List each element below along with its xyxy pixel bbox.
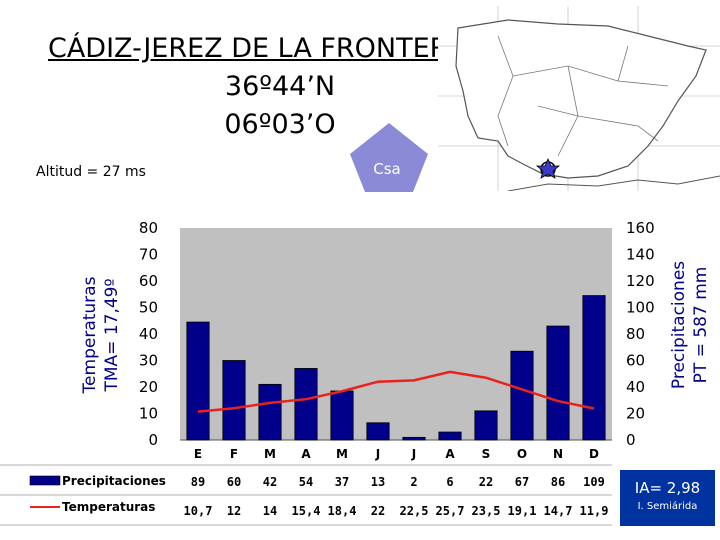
left-tick-label: 40 (139, 325, 158, 343)
precipitation-bar (438, 431, 462, 441)
africa-coast (507, 175, 720, 191)
month-label: F (230, 447, 238, 461)
temperature-value: 18,4 (328, 504, 357, 518)
temperature-value: 10,7 (184, 504, 213, 518)
temperature-series (197, 370, 595, 413)
precipitation-bar (186, 321, 210, 441)
left-tick-label: 80 (139, 219, 158, 237)
month-label: M (336, 447, 348, 461)
month-label: D (589, 447, 599, 461)
legend-label-precipitaciones: Precipitaciones (62, 474, 166, 488)
precipitation-value: 37 (335, 475, 349, 489)
precipitation-value: 89 (191, 475, 205, 489)
data-table: Precipitaciones Temperaturas 89 60 42 54 37 1… (0, 464, 612, 526)
precipitation-bar (546, 325, 570, 441)
month-label: O (517, 447, 527, 461)
aridity-class: I. Semiárida (637, 501, 698, 512)
precipitation-value: 13 (371, 475, 385, 489)
left-tick-label: 0 (148, 431, 158, 449)
right-tick-label: 60 (626, 352, 645, 370)
temperature-value: 22,5 (400, 504, 429, 518)
left-tick-label: 10 (139, 405, 158, 423)
iberian-peninsula-outline (455, 19, 707, 179)
right-tick-label: 80 (626, 325, 645, 343)
legend-swatch-precipitaciones (29, 475, 61, 486)
right-tick-label: 0 (626, 431, 636, 449)
month-label: M (264, 447, 276, 461)
left-tick-label: 30 (139, 352, 158, 370)
temperature-value: 25,7 (436, 504, 465, 518)
precipitation-value: 42 (263, 475, 277, 489)
precipitation-value: 2 (410, 475, 417, 489)
left-tick-label: 70 (139, 246, 158, 264)
precipitation-bars (186, 295, 606, 441)
temperature-value: 19,1 (508, 504, 537, 518)
precipitation-value: 109 (583, 475, 605, 489)
right-axis-ticks: 0 20 40 60 80 100 120 140 160 (626, 219, 655, 449)
precipitation-bar (510, 350, 534, 441)
precipitation-value: 54 (299, 475, 313, 489)
precipitation-value: 67 (515, 475, 529, 489)
precipitation-value: 22 (479, 475, 493, 489)
precipitation-bar (330, 390, 354, 441)
month-label: J (411, 447, 416, 461)
month-label: J (375, 447, 380, 461)
month-label: S (482, 447, 491, 461)
right-tick-label: 160 (626, 219, 655, 237)
precipitation-bar (366, 422, 390, 441)
precipitation-values-row: 89 60 42 54 37 13 2 6 22 67 86 109 (191, 475, 605, 489)
right-tick-label: 100 (626, 299, 655, 317)
temperature-value: 14 (263, 504, 277, 518)
temperature-values-row: 10,7 12 14 15,4 18,4 22 22,5 25,7 23,5 19,1 14,7 11… (184, 504, 609, 518)
latitude: 36º44’N (224, 71, 336, 102)
temperature-value: 12 (227, 504, 241, 518)
precipitation-bar (474, 410, 498, 441)
month-label: A (445, 447, 455, 461)
precipitation-bar (402, 436, 426, 441)
precipitation-value: 6 (446, 475, 453, 489)
longitude: 06º03’O (224, 109, 336, 140)
aridity-index-value: IA= 2,98 (634, 479, 701, 497)
month-label: A (301, 447, 311, 461)
precipitation-value: 86 (551, 475, 565, 489)
legend-label-temperaturas: Temperaturas (62, 500, 155, 514)
right-axis-title-line2: PT = 587 mm (691, 267, 711, 384)
right-tick-label: 20 (626, 405, 645, 423)
left-axis-title-line1: Temperaturas (80, 276, 100, 394)
temperature-value: 15,4 (292, 504, 321, 518)
left-tick-label: 20 (139, 378, 158, 396)
aridity-index-box: IA= 2,98 I. Semiárida (620, 470, 715, 526)
climate-badge: Csa (350, 123, 428, 192)
right-tick-label: 140 (626, 246, 655, 264)
month-label: E (194, 447, 202, 461)
left-axis-ticks: 0 10 20 30 40 50 60 70 80 (139, 219, 158, 449)
climate-code: Csa (373, 160, 400, 178)
right-tick-label: 120 (626, 272, 655, 290)
precipitation-bar (294, 368, 318, 441)
temperature-line (197, 370, 595, 413)
temperature-value: 11,9 (580, 504, 609, 518)
left-axis-title-line2: TMA= 17,49º (102, 278, 122, 392)
location-star-icon (535, 157, 561, 179)
right-axis-title-line1: Precipitaciones (669, 261, 689, 389)
precipitation-bar (258, 383, 282, 441)
precipitation-value: 60 (227, 475, 241, 489)
precipitation-bar (222, 360, 246, 441)
chart-title: CÁDIZ-JEREZ DE LA FRONTERA (a) 36º44’N 0… (0, 30, 560, 144)
station-name: CÁDIZ-JEREZ DE LA FRONTERA (a) (47, 33, 513, 64)
temperature-value: 22 (371, 504, 385, 518)
left-tick-label: 60 (139, 272, 158, 290)
temperature-value: 14,7 (544, 504, 573, 518)
location-map (438, 6, 720, 191)
precipitation-bar (582, 295, 606, 441)
month-label: N (553, 447, 563, 461)
temperature-value: 23,5 (472, 504, 501, 518)
map-internal-borders (497, 35, 669, 157)
altitude-label: Altitud = 27 ms (36, 164, 146, 180)
right-tick-label: 40 (626, 378, 645, 396)
left-tick-label: 50 (139, 299, 158, 317)
